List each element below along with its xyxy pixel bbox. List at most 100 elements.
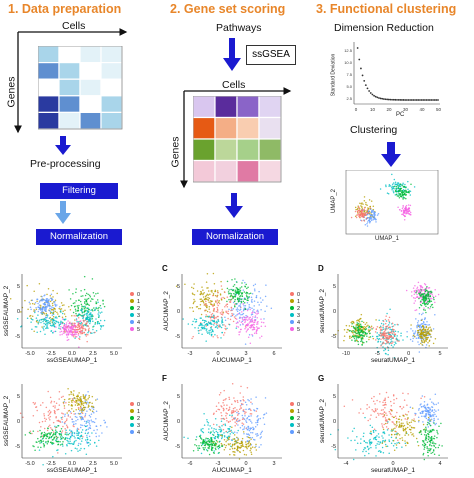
legend-label: 1 bbox=[297, 409, 300, 415]
legend-label: 2 bbox=[137, 416, 140, 422]
legend-swatch bbox=[130, 327, 134, 331]
elbow-point bbox=[389, 98, 392, 101]
heatmap-cell bbox=[38, 62, 60, 80]
heatmap-cell bbox=[236, 96, 260, 119]
y-tick-label: 0 bbox=[17, 309, 20, 315]
x-axis-label: seuratUMAP_1 bbox=[371, 357, 415, 364]
heatmap-cell bbox=[100, 95, 123, 113]
elbow-point bbox=[405, 99, 408, 101]
elbow-point bbox=[404, 99, 407, 101]
pc-tick: 0 bbox=[355, 107, 358, 112]
legend-label: 4 bbox=[137, 320, 140, 326]
y-tick-label: 0 bbox=[333, 419, 336, 425]
heatmap-cell bbox=[236, 159, 260, 183]
legend-swatch bbox=[130, 306, 134, 310]
y-tick-label: 0 bbox=[177, 309, 180, 315]
legend-swatch bbox=[290, 409, 294, 413]
sd-tick: 10.0 bbox=[344, 60, 353, 65]
legend-swatch bbox=[130, 292, 134, 296]
legend-swatch bbox=[130, 416, 134, 420]
sd-tick: 12.5 bbox=[344, 48, 353, 53]
legend-label: 2 bbox=[297, 306, 300, 312]
cells-label: Cells bbox=[222, 79, 246, 91]
y-axis-label: AUCUMAP_2 bbox=[163, 291, 170, 331]
cells-label: Cells bbox=[62, 20, 86, 32]
x-tick-label: -5 bbox=[375, 351, 380, 357]
legend-label: 3 bbox=[297, 423, 300, 429]
x-tick-label: -2.5 bbox=[46, 351, 55, 357]
x-tick-label: -3 bbox=[216, 461, 221, 467]
x-axis-label: AUCUMAP_1 bbox=[212, 467, 252, 474]
legend-swatch bbox=[290, 306, 294, 310]
umap-scatter: -4 0 4 5 0 -5 seuratUMAP_1 seuratUMAP_2 bbox=[319, 384, 448, 474]
elbow-point bbox=[356, 47, 359, 49]
heatmap-cell bbox=[38, 111, 60, 130]
pathways-label: Pathways bbox=[216, 22, 262, 34]
legend-swatch bbox=[290, 402, 294, 406]
y-tick-label: 5 bbox=[177, 284, 180, 290]
elbow-point bbox=[396, 98, 398, 101]
legend-label: 1 bbox=[297, 299, 300, 305]
x-tick-label: -6 bbox=[188, 461, 193, 467]
legend-label: 2 bbox=[297, 416, 300, 422]
heatmap-cell bbox=[214, 96, 238, 119]
elbow-point bbox=[401, 99, 403, 101]
y-tick-label: 5 bbox=[177, 394, 180, 400]
elbow-point bbox=[414, 99, 416, 101]
x-axis-label: ssGSEAUMAP_1 bbox=[47, 357, 98, 364]
legend-label: 4 bbox=[297, 320, 300, 326]
heatmap-cell bbox=[79, 78, 102, 97]
section-title-functional-clustering: 3. Functional clustering bbox=[316, 2, 457, 16]
heatmap-cell bbox=[58, 46, 81, 64]
legend-swatch bbox=[290, 327, 294, 331]
elbow-point bbox=[420, 99, 423, 101]
legend-swatch bbox=[130, 320, 134, 324]
legend-label: 3 bbox=[137, 313, 140, 319]
pc-tick: 30 bbox=[403, 107, 409, 112]
elbow-point bbox=[379, 97, 382, 100]
elbow-point bbox=[422, 99, 425, 101]
elbow-point bbox=[376, 96, 379, 99]
panel-letter: D bbox=[318, 264, 324, 273]
elbow-point bbox=[364, 84, 367, 87]
sd-tick: 5.0 bbox=[346, 84, 352, 89]
legend-label: 0 bbox=[137, 402, 140, 408]
elbow-point bbox=[361, 74, 364, 77]
arrow-down-icon bbox=[223, 38, 241, 71]
y-tick-label: -5 bbox=[331, 334, 336, 340]
elbow-point bbox=[363, 79, 366, 82]
x-tick-label: 0 bbox=[244, 461, 247, 467]
elbow-point bbox=[378, 97, 380, 99]
elbow-point bbox=[381, 97, 384, 100]
umap-panel: -5.0 -2.5 0.0 2.5 5.0 5 0 -5 ssGSEAUMAP_1 ssGSEAU… bbox=[2, 378, 156, 478]
legend-swatch bbox=[130, 423, 134, 427]
legend-swatch bbox=[290, 430, 294, 434]
heatmap-cell bbox=[79, 46, 102, 64]
legend-label: 0 bbox=[297, 292, 300, 298]
legend-label: 1 bbox=[137, 409, 140, 415]
elbow-point bbox=[371, 93, 374, 96]
legend-label: 0 bbox=[137, 292, 140, 298]
x-tick-label: 5.0 bbox=[110, 351, 118, 357]
elbow-point bbox=[366, 87, 369, 90]
legend-label: 0 bbox=[297, 402, 300, 408]
x-tick-label: -5.0 bbox=[25, 351, 34, 357]
x-tick-label: -4 bbox=[344, 461, 349, 467]
legend-swatch bbox=[130, 299, 134, 303]
legend-swatch bbox=[290, 320, 294, 324]
x-tick-label: 0.0 bbox=[68, 351, 76, 357]
legend-label: 1 bbox=[137, 299, 140, 305]
elbow-point bbox=[419, 99, 421, 101]
x-tick-label: 3 bbox=[272, 461, 275, 467]
score-matrix-axes bbox=[180, 87, 292, 189]
legend-label: 2 bbox=[137, 306, 140, 312]
panel-letter: F bbox=[162, 374, 167, 383]
y-tick-label: 5 bbox=[333, 394, 336, 400]
arrow-down-icon bbox=[225, 193, 243, 218]
y-tick-label: -5 bbox=[15, 444, 20, 450]
heatmap-cell bbox=[100, 46, 123, 64]
elbow-point bbox=[407, 99, 410, 101]
score-matrix-heatmap bbox=[193, 96, 282, 183]
heatmap-cell bbox=[58, 62, 81, 80]
